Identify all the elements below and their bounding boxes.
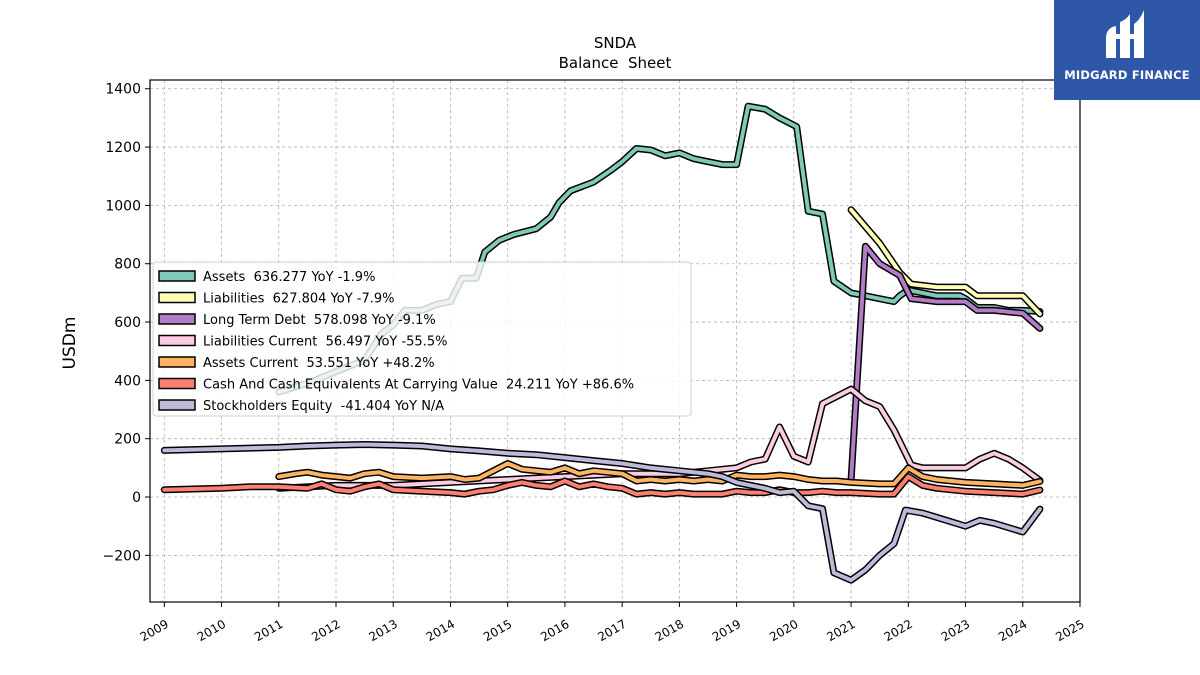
x-tick-label: 2014 <box>424 617 457 644</box>
legend-entry-label: Stockholders Equity -41.404 YoY N/A <box>203 399 444 414</box>
series-line-stockholders-equity <box>162 442 1042 583</box>
legend-swatch <box>158 377 196 390</box>
x-tick-label: 2010 <box>195 617 228 644</box>
series-line-long-term-debt <box>849 244 1042 482</box>
y-axis: −200 0 200 400 600 800 1000 1200 1400 <box>103 82 150 564</box>
midgard-finance-logo: MIDGARD FINANCE <box>1054 0 1200 100</box>
y-tick-label: 1000 <box>105 198 141 214</box>
legend-swatch <box>158 399 196 411</box>
y-tick-label: 600 <box>114 315 141 331</box>
y-tick-label: 0 <box>132 490 141 506</box>
y-tick-label: 400 <box>114 373 141 389</box>
legend-swatch <box>158 356 196 368</box>
y-tick-label: −200 <box>103 548 141 564</box>
y-tick-label: 1400 <box>105 82 141 98</box>
x-tick-label: 2024 <box>996 617 1029 644</box>
x-tick-label: 2016 <box>538 617 571 644</box>
legend-entry-label: Cash And Cash Equivalents At Carrying Va… <box>203 378 634 393</box>
x-tick-label: 2022 <box>882 617 915 644</box>
legend-entry-label: Assets 636.277 YoY -1.9% <box>203 270 375 285</box>
y-tick-label: 800 <box>114 257 141 273</box>
series-outline-long-term-debt <box>847 242 1044 483</box>
x-tick-label: 2013 <box>367 617 400 644</box>
logo-text: MIDGARD FINANCE <box>1064 68 1190 82</box>
legend-swatch <box>158 334 196 347</box>
plot-frame <box>149 79 1081 603</box>
chart-title: SNDA <box>594 34 637 52</box>
x-tick-label: 2015 <box>481 617 514 644</box>
x-tick-label: 2018 <box>653 617 686 644</box>
x-tick-label: 2021 <box>824 617 857 644</box>
x-tick-label: 2017 <box>595 617 628 644</box>
y-tick-label: 200 <box>114 432 141 448</box>
series-line-liabilities <box>849 207 1042 316</box>
x-tick-label: 2009 <box>138 617 171 644</box>
x-tick-label: 2020 <box>767 617 800 644</box>
x-tick-label: 2025 <box>1053 617 1086 644</box>
series-line-cash-and-cash-equivalents-at-carrying-value <box>162 474 1042 497</box>
mf-monogram-icon <box>1106 10 1144 58</box>
legend-entry-label: Assets Current 53.551 YoY +48.2% <box>203 356 435 371</box>
legend-swatch <box>158 291 196 304</box>
legend-entry-label: Liabilities 627.804 YoY -7.9% <box>203 292 395 307</box>
series-line-liabilities-current <box>276 387 1042 491</box>
legend: Assets 636.277 YoY -1.9% Liabilities 627.… <box>152 261 692 417</box>
legend-entry-label: Long Term Debt 578.098 YoY -9.1% <box>203 313 436 328</box>
x-axis: 2009 2010 2011 2012 2013 2014 2015 2016 2017 2018… <box>138 602 1087 644</box>
chart-subtitle: Balance Sheet <box>559 54 672 72</box>
legend-entry-label: Liabilities Current 56.497 YoY -55.5% <box>203 335 447 350</box>
legend-box <box>152 261 692 417</box>
legend-swatch <box>158 313 196 325</box>
x-tick-label: 2012 <box>309 617 342 644</box>
y-tick-label: 1200 <box>105 140 141 156</box>
series-line-assets-current <box>276 461 1042 488</box>
x-tick-label: 2019 <box>710 617 743 644</box>
y-axis-label: USDm <box>60 317 80 370</box>
legend-swatch <box>158 270 196 282</box>
x-tick-label: 2023 <box>939 617 972 644</box>
x-tick-label: 2011 <box>252 617 285 644</box>
